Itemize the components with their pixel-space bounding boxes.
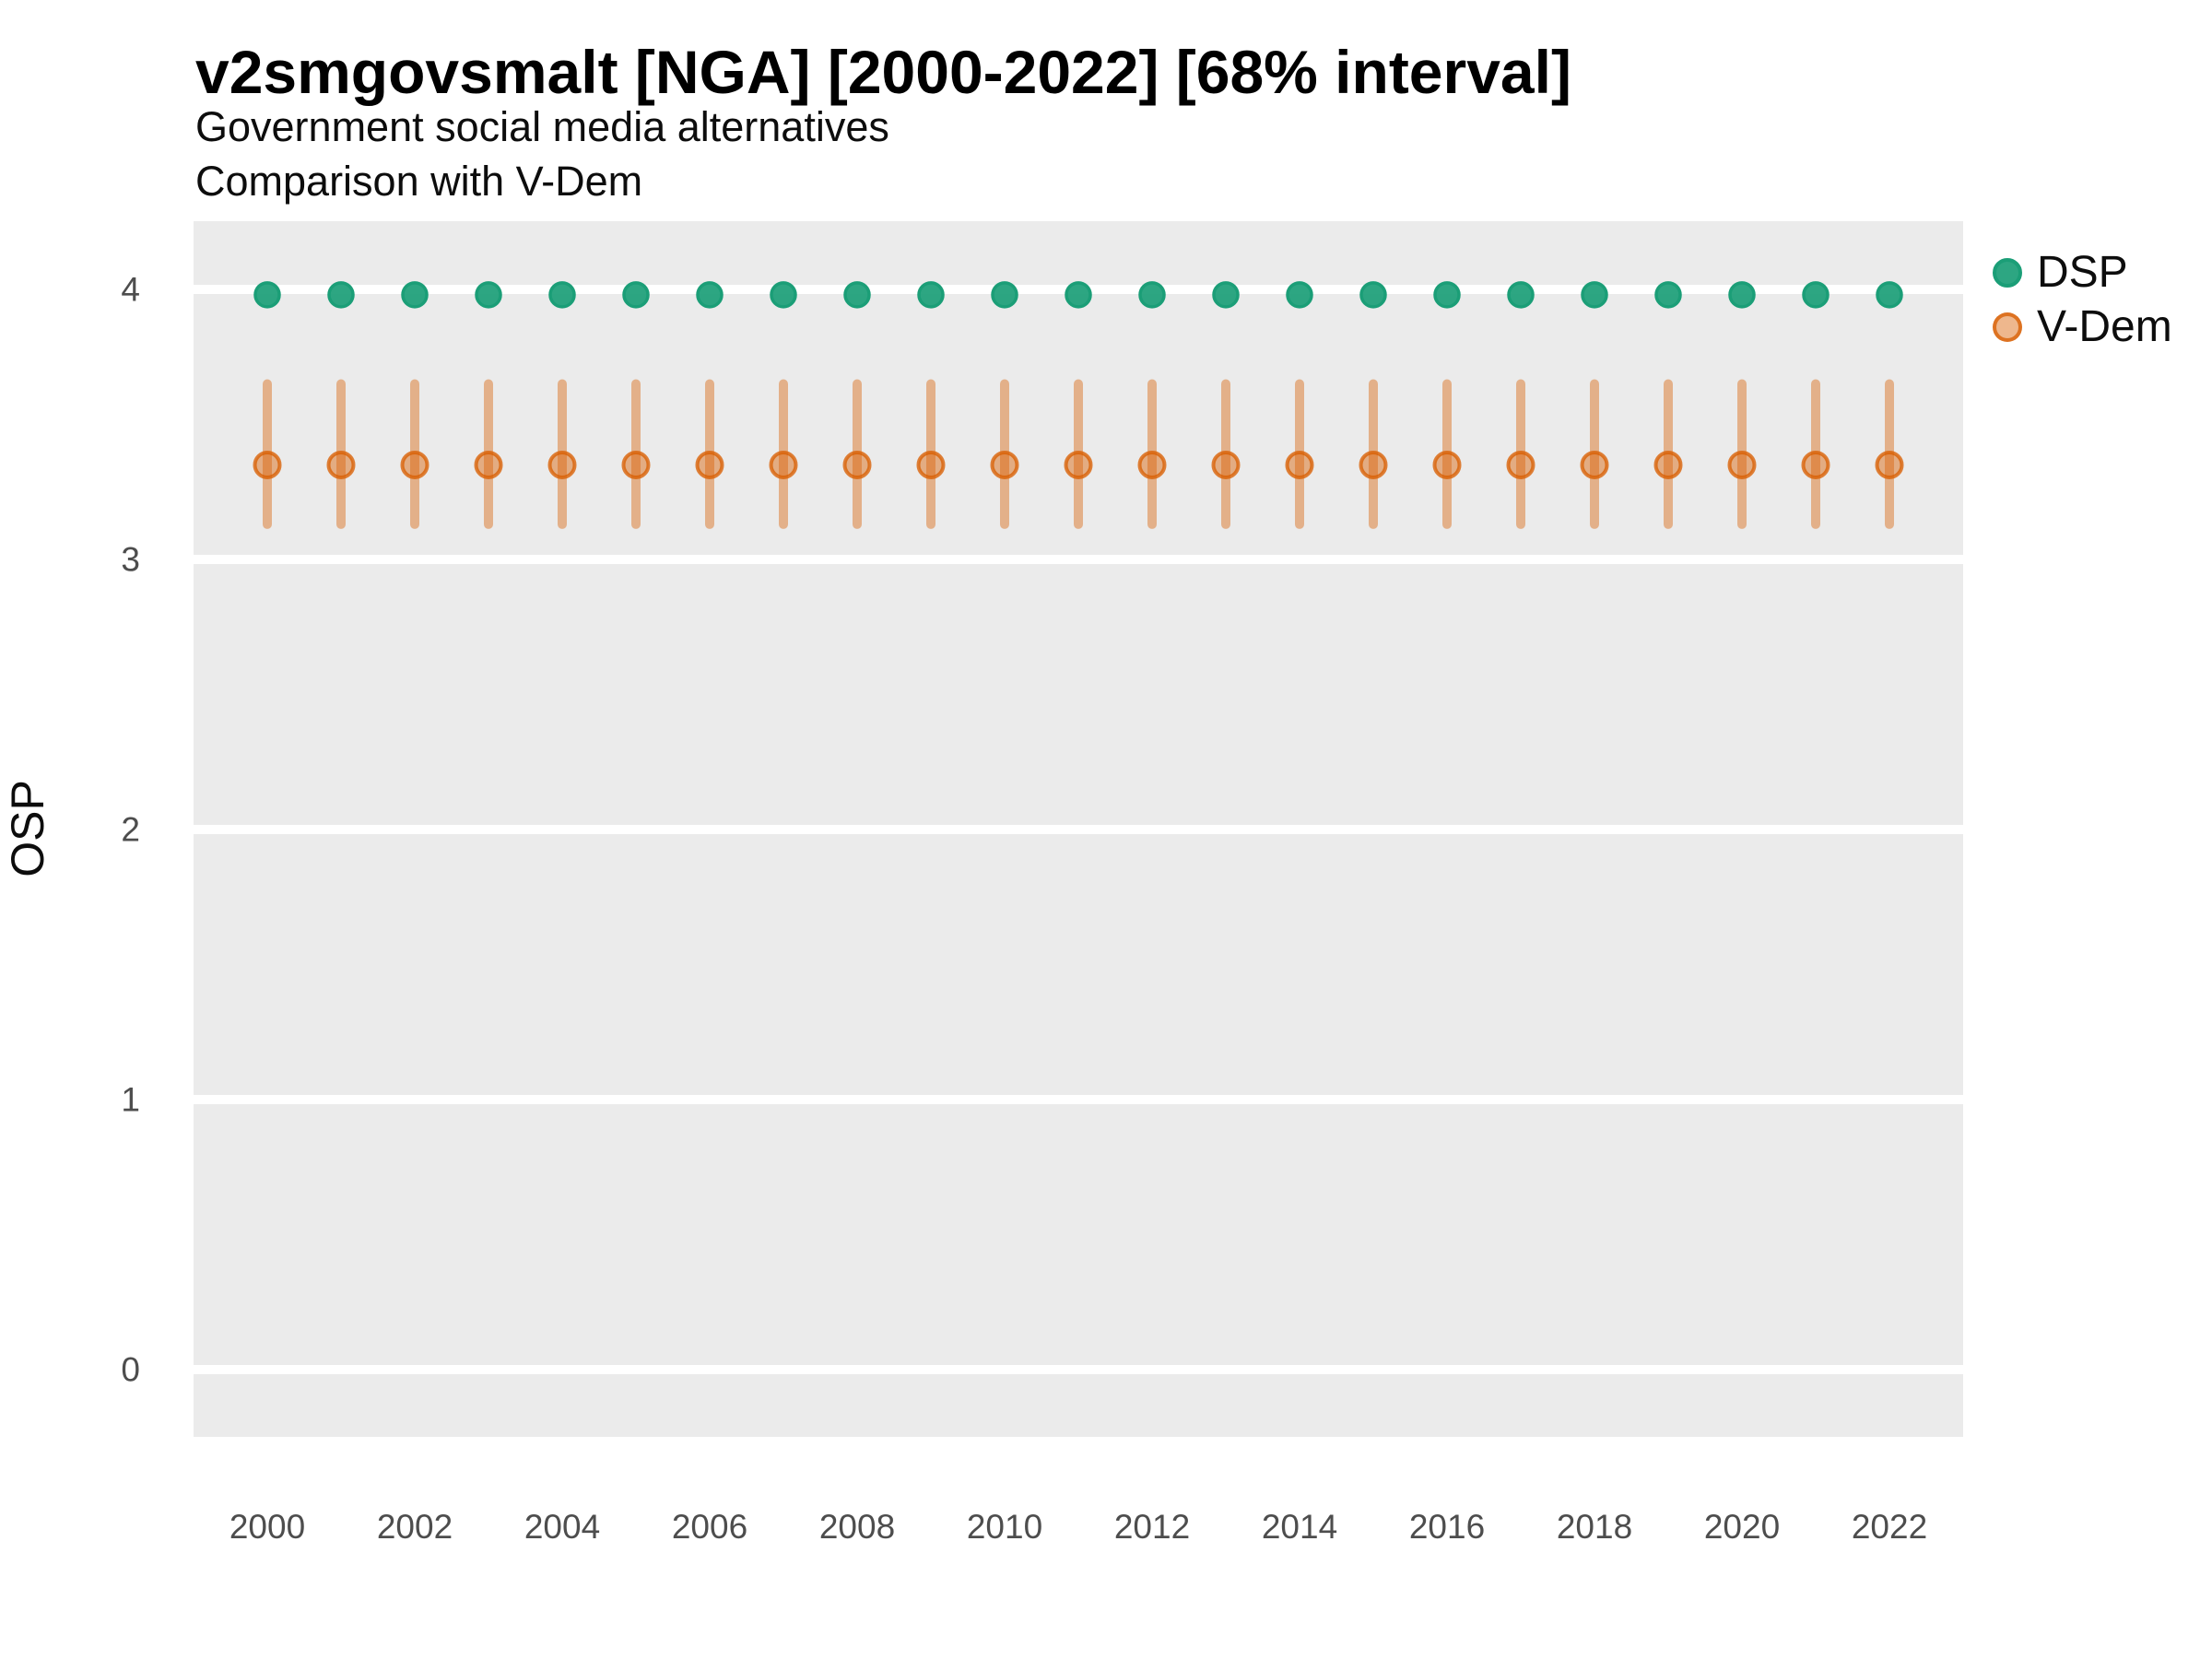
x-tick-label-2022: 2022 (1851, 1508, 1928, 1546)
dsp-point-2010 (991, 281, 1018, 309)
y-tick-label-0: 0 (121, 1350, 140, 1389)
vdem-point-2009 (916, 450, 946, 479)
dsp-point-2022 (1876, 281, 1903, 309)
dsp-point-2011 (1065, 281, 1092, 309)
dsp-point-2008 (843, 281, 871, 309)
x-tick-label-2014: 2014 (1261, 1508, 1338, 1546)
vdem-point-2022 (1875, 450, 1904, 479)
vdem-point-2018 (1580, 450, 1609, 479)
vdem-point-2005 (621, 450, 651, 479)
dsp-point-2007 (770, 281, 797, 309)
vdem-point-2007 (769, 450, 798, 479)
vdem-point-2021 (1801, 450, 1830, 479)
x-tick-label-2004: 2004 (524, 1508, 601, 1546)
dsp-point-2020 (1728, 281, 1756, 309)
vdem-point-2017 (1506, 450, 1535, 479)
dsp-point-2004 (548, 281, 576, 309)
x-tick-label-2002: 2002 (376, 1508, 453, 1546)
vdem-point-2014 (1285, 450, 1314, 479)
vdem-point-2006 (695, 450, 724, 479)
x-tick-label-2016: 2016 (1408, 1508, 1486, 1546)
dsp-point-2009 (917, 281, 945, 309)
x-tick-label-2020: 2020 (1703, 1508, 1781, 1546)
chart-subtitle-line2: Comparison with V-Dem (195, 158, 643, 205)
vdem-point-2012 (1137, 450, 1167, 479)
vdem-point-2020 (1727, 450, 1757, 479)
dsp-point-2003 (475, 281, 502, 309)
dsp-point-2005 (622, 281, 650, 309)
vdem-point-2001 (326, 450, 356, 479)
legend-item-dsp: DSP (1993, 245, 2172, 300)
x-tick-label-2012: 2012 (1113, 1508, 1191, 1546)
vdem-point-2011 (1064, 450, 1093, 479)
x-tick-label-2000: 2000 (229, 1508, 306, 1546)
vdem-point-2004 (547, 450, 577, 479)
dsp-point-2015 (1359, 281, 1387, 309)
legend-label-dsp: DSP (2037, 248, 2128, 297)
vdem-point-2010 (990, 450, 1019, 479)
dsp-point-2021 (1802, 281, 1830, 309)
dsp-point-2002 (401, 281, 429, 309)
dsp-point-2014 (1286, 281, 1313, 309)
chart-svg (194, 281, 1963, 1374)
chart-subtitle: Government social media alternatives Com… (195, 100, 889, 208)
x-tick-label-2018: 2018 (1556, 1508, 1633, 1546)
y-tick-label-4: 4 (121, 270, 140, 309)
vdem-point-2019 (1653, 450, 1683, 479)
dsp-point-2012 (1138, 281, 1166, 309)
y-tick-label-1: 1 (121, 1080, 140, 1119)
vdem-point-2015 (1359, 450, 1388, 479)
legend: DSP V-Dem (1993, 245, 2172, 354)
legend-item-vdem: V-Dem (1993, 300, 2172, 354)
vdem-point-2013 (1211, 450, 1241, 479)
vdem-point-2003 (474, 450, 503, 479)
chart-subtitle-line1: Government social media alternatives (195, 103, 889, 150)
y-tick-label-3: 3 (121, 540, 140, 579)
legend-label-vdem: V-Dem (2037, 302, 2172, 351)
dsp-point-2017 (1507, 281, 1535, 309)
dsp-point-2001 (327, 281, 355, 309)
vdem-point-2000 (253, 450, 282, 479)
vdem-point-2016 (1432, 450, 1462, 479)
dsp-point-2018 (1581, 281, 1608, 309)
vdem-point-2002 (400, 450, 429, 479)
x-tick-label-2006: 2006 (671, 1508, 748, 1546)
dsp-point-2006 (696, 281, 724, 309)
dsp-point-icon (1993, 257, 2022, 288)
dsp-point-2000 (253, 281, 281, 309)
vdem-point-icon (1993, 312, 2022, 342)
x-tick-label-2010: 2010 (966, 1508, 1043, 1546)
x-tick-label-2008: 2008 (818, 1508, 896, 1546)
plot-panel (194, 221, 1963, 1437)
dsp-point-2016 (1433, 281, 1461, 309)
dsp-point-2013 (1212, 281, 1240, 309)
vdem-point-2008 (842, 450, 872, 479)
y-tick-label-2: 2 (121, 810, 140, 849)
chart-title: v2smgovsmalt [NGA] [2000-2022] [68% inte… (195, 38, 1571, 106)
dsp-point-2019 (1654, 281, 1682, 309)
